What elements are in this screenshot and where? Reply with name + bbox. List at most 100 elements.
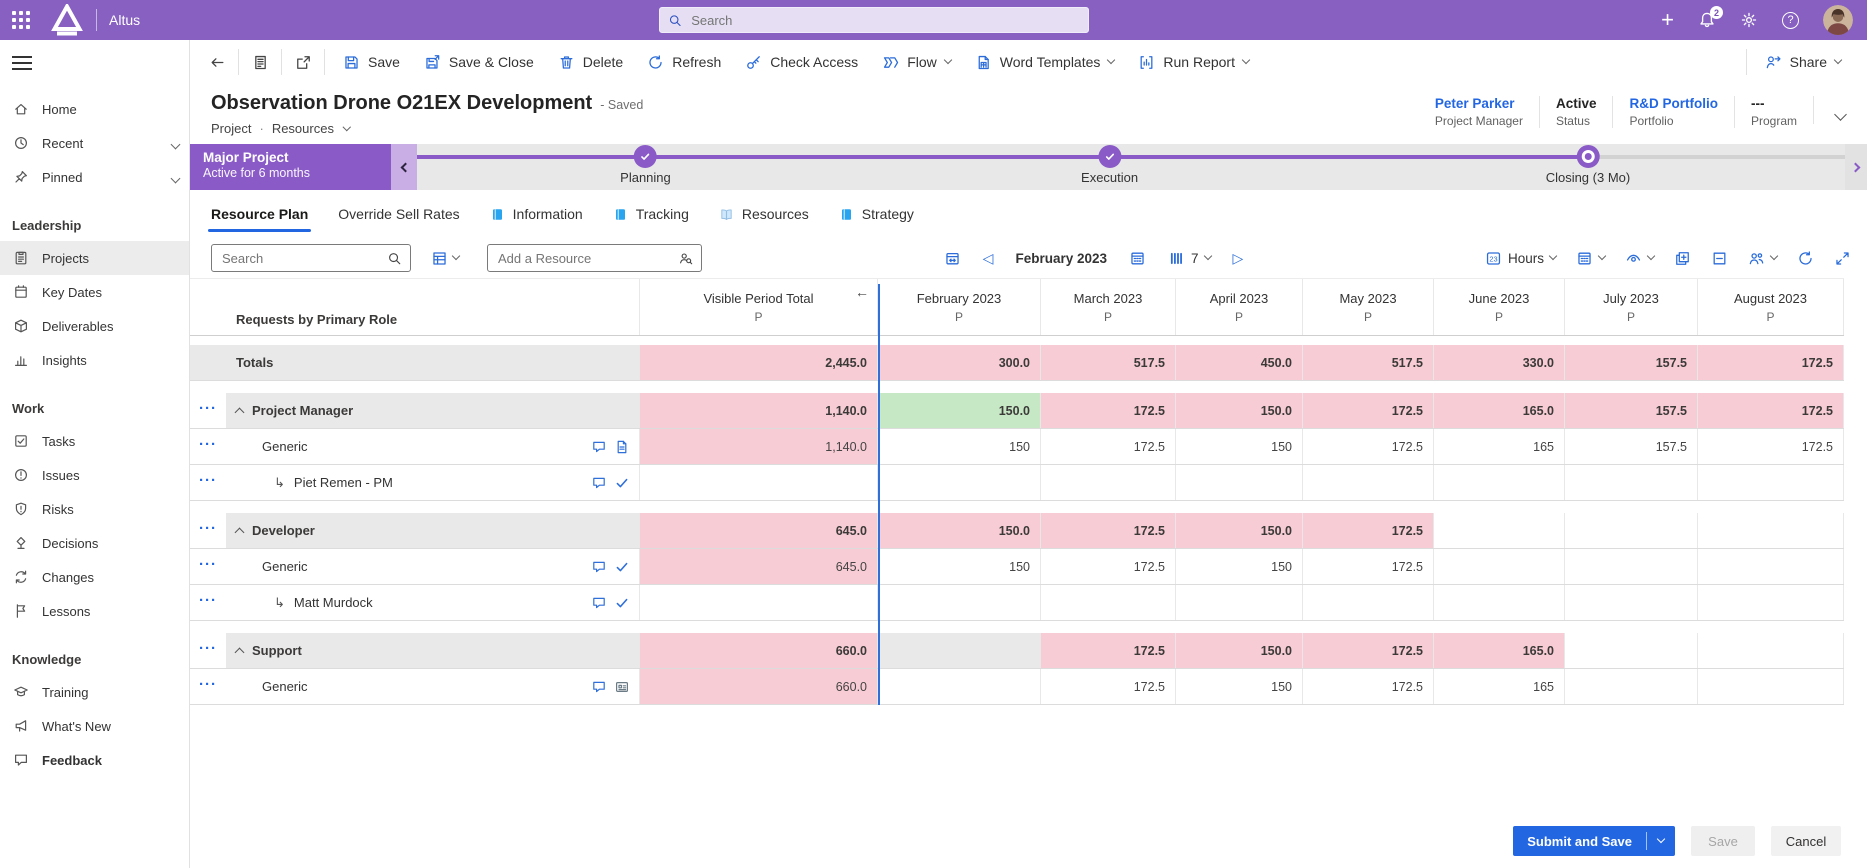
grid-cell[interactable] <box>1698 585 1844 620</box>
grid-cell[interactable]: 172.5 <box>1303 633 1434 668</box>
save-button[interactable]: Save <box>1691 826 1755 856</box>
row-menu-button[interactable]: ··· <box>199 472 217 493</box>
sidebar-item-feedback[interactable]: Feedback <box>0 743 189 777</box>
row-label-cell[interactable]: Generic <box>226 549 640 584</box>
sidebar-item-insights[interactable]: Insights <box>0 343 189 377</box>
user-avatar[interactable] <box>1823 5 1853 35</box>
grid-cell[interactable] <box>1434 465 1565 500</box>
grid-cell[interactable]: 660.0 <box>640 633 878 668</box>
row-label-cell[interactable]: ↳ Matt Murdock <box>226 585 640 620</box>
grid-cell[interactable]: 300.0 <box>878 345 1041 380</box>
grid-cell[interactable] <box>1434 549 1565 584</box>
global-search[interactable] <box>659 7 1089 33</box>
grid-cell[interactable]: 150 <box>1176 669 1303 704</box>
quick-create-icon[interactable]: + <box>1661 7 1674 32</box>
team-options-button[interactable] <box>1748 250 1779 267</box>
grid-search[interactable] <box>211 244 411 272</box>
tab-resources[interactable]: Resources <box>719 190 809 238</box>
grid-cell[interactable] <box>1698 633 1844 668</box>
breadcrumb-item-project[interactable]: Project <box>211 121 252 136</box>
grid-cell[interactable]: 172.5 <box>1303 549 1434 584</box>
grid-cell[interactable] <box>1434 585 1565 620</box>
grid-cell[interactable]: 157.5 <box>1565 345 1698 380</box>
grid-cell[interactable]: 150 <box>1176 429 1303 464</box>
command-flow[interactable]: Flow <box>870 45 963 79</box>
grid-cell[interactable]: 165 <box>1434 429 1565 464</box>
grid-cell[interactable] <box>878 669 1041 704</box>
grid-cell[interactable]: 165.0 <box>1434 393 1565 428</box>
row-menu-button[interactable]: ··· <box>199 676 217 697</box>
grid-cell[interactable]: 660.0 <box>640 669 878 704</box>
sidebar-item-what-s-new[interactable]: What's New <box>0 709 189 743</box>
chevron-down-icon[interactable] <box>1107 55 1116 65</box>
period-label[interactable]: February 2023 <box>1015 250 1108 266</box>
row-menu-button[interactable]: ··· <box>199 520 217 541</box>
grid-cell[interactable]: 150.0 <box>878 393 1041 428</box>
grid-cell[interactable] <box>1565 549 1698 584</box>
grid-cell[interactable]: 150.0 <box>1176 513 1303 548</box>
header-field-value[interactable]: Peter Parker <box>1434 96 1515 111</box>
share-button[interactable]: Share <box>1753 45 1853 79</box>
help-icon[interactable]: ? <box>1782 11 1799 29</box>
grid-cell[interactable] <box>1565 465 1698 500</box>
tab-resource-plan[interactable]: Resource Plan <box>207 190 312 238</box>
altus-logo-icon[interactable] <box>50 2 84 36</box>
row-menu-button[interactable]: ··· <box>199 592 217 613</box>
grid-cell[interactable]: 172.5 <box>1303 513 1434 548</box>
submit-and-save-button[interactable]: Submit and Save <box>1513 826 1646 856</box>
settings-gear-icon[interactable] <box>1740 11 1758 29</box>
grid-cell[interactable]: 172.5 <box>1041 429 1176 464</box>
chevron-down-icon[interactable] <box>342 122 351 131</box>
command-save-close[interactable]: Save & Close <box>412 45 546 79</box>
grid-cell[interactable]: 150 <box>1176 549 1303 584</box>
grid-cell[interactable]: 645.0 <box>640 549 878 584</box>
sidebar-item-home[interactable]: Home <box>0 92 189 126</box>
tab-information[interactable]: Information <box>490 190 583 238</box>
collapse-caret-icon[interactable] <box>234 526 245 537</box>
command-save[interactable]: Save <box>331 45 412 79</box>
bpf-collapse-icon[interactable] <box>391 144 417 190</box>
grid-cell[interactable]: 450.0 <box>1176 345 1303 380</box>
chevron-down-icon[interactable] <box>170 136 181 151</box>
grid-cell[interactable]: 172.5 <box>1041 393 1176 428</box>
grid-cell[interactable] <box>640 465 878 500</box>
header-field-value[interactable]: R&D Portfolio <box>1629 96 1718 111</box>
grid-cell[interactable]: 517.5 <box>1303 345 1434 380</box>
pick-period-button[interactable] <box>1129 250 1146 267</box>
breadcrumb-item-resources[interactable]: Resources <box>271 121 334 136</box>
sidebar-item-deliverables[interactable]: Deliverables <box>0 309 189 343</box>
previous-period-icon[interactable]: ◁ <box>982 250 994 266</box>
grid-cell[interactable] <box>1565 513 1698 548</box>
command-delete[interactable]: Delete <box>546 45 635 79</box>
grid-cell[interactable]: 150.0 <box>1176 393 1303 428</box>
grid-cell[interactable]: 150.0 <box>878 513 1041 548</box>
grid-cell[interactable]: 172.5 <box>1041 513 1176 548</box>
grid-cell[interactable] <box>1565 669 1698 704</box>
row-menu-button[interactable]: ··· <box>199 640 217 661</box>
grid-cell[interactable]: 150.0 <box>1176 633 1303 668</box>
sidebar-toggle-icon[interactable] <box>12 56 32 70</box>
grid-cell[interactable]: 172.5 <box>1041 633 1176 668</box>
grid-cell[interactable]: 1,140.0 <box>640 393 878 428</box>
popout-icon[interactable] <box>288 47 318 77</box>
row-label-cell[interactable]: ↳ Piet Remen - PM <box>226 465 640 500</box>
grid-cell[interactable]: 172.5 <box>1041 669 1176 704</box>
refresh-grid-button[interactable] <box>1797 250 1814 267</box>
grid-cell[interactable]: 1,140.0 <box>640 429 878 464</box>
global-search-input[interactable] <box>689 11 1080 29</box>
stage-current-icon[interactable] <box>1576 145 1600 168</box>
sidebar-item-decisions[interactable]: Decisions <box>0 526 189 560</box>
grid-cell[interactable] <box>1698 465 1844 500</box>
grid-cell[interactable]: 172.5 <box>1698 345 1844 380</box>
grid-cell[interactable] <box>878 465 1041 500</box>
submit-options-icon[interactable] <box>1647 826 1675 856</box>
sidebar-item-pinned[interactable]: Pinned <box>0 160 189 194</box>
view-selector-button[interactable] <box>431 250 461 267</box>
grid-cell[interactable]: 172.5 <box>1041 549 1176 584</box>
next-period-icon[interactable]: ▷ <box>1232 250 1244 266</box>
grid-cell[interactable] <box>1041 465 1176 500</box>
stage-check-icon[interactable] <box>1098 145 1122 168</box>
grid-search-input[interactable] <box>220 249 387 267</box>
grid-cell[interactable] <box>1565 633 1698 668</box>
grid-cell[interactable] <box>1303 465 1434 500</box>
